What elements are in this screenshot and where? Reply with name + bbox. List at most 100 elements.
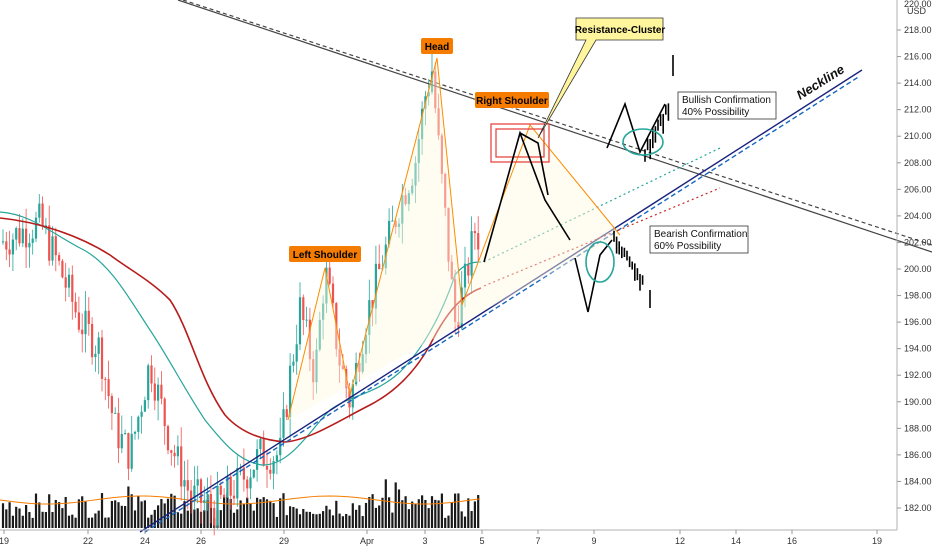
candle-body (242, 467, 245, 480)
volume-bar (127, 486, 130, 528)
volume-bar (381, 497, 384, 528)
candle-body (417, 139, 420, 163)
candle-body (295, 344, 298, 362)
volume-bar (411, 501, 414, 528)
volume-bar (25, 505, 28, 528)
candle-body (404, 195, 407, 205)
volume-bar (358, 505, 361, 528)
x-tick-label: 24 (140, 536, 150, 546)
volume-bar (124, 505, 127, 528)
candle-body (305, 319, 308, 321)
volume-bar (328, 509, 331, 528)
volume-bar (11, 515, 14, 528)
candle-body (374, 263, 377, 309)
volume-bar (371, 494, 374, 528)
bullish-ellipse (622, 128, 664, 156)
volume-bar (77, 499, 80, 528)
candle-body (140, 411, 143, 417)
candle-body (249, 477, 252, 489)
candle-body (1, 241, 5, 243)
candle-body (51, 236, 54, 261)
head-label-text: Head (425, 42, 449, 53)
volume-bar (322, 511, 325, 528)
candle-body (325, 267, 328, 304)
candle-body (104, 378, 107, 380)
left-shoulder-label-bg (289, 246, 361, 262)
y-tick-label: 216.00 (904, 52, 932, 62)
candle-body (315, 349, 318, 383)
volume-bar (242, 504, 245, 528)
volume-bar (265, 499, 269, 528)
volume-bars (0, 479, 481, 528)
candle-body (28, 242, 31, 248)
candle-body (394, 220, 397, 228)
candle-body (450, 261, 453, 280)
candle-body (150, 365, 153, 384)
candle-body (457, 321, 460, 328)
candle-body (232, 495, 236, 499)
candle-body (18, 228, 21, 244)
volume-bar (173, 495, 176, 528)
volume-bar (140, 501, 143, 528)
candle-body (331, 283, 335, 304)
volume-bar (424, 499, 427, 528)
ma-fast (0, 211, 482, 466)
candle-body (279, 437, 282, 456)
candle-body (358, 362, 361, 372)
x-tick-label: Apr (360, 536, 374, 546)
candle-body (97, 337, 100, 354)
volume-bar (292, 506, 295, 528)
projection-zigzag-main (483, 130, 571, 263)
y-tick-label: 212.00 (904, 105, 932, 115)
candle-body (58, 255, 61, 261)
volume-bar (470, 511, 473, 528)
x-tick-label: 29 (279, 536, 289, 546)
y-tick-label: 218.00 (904, 25, 932, 35)
candle-body (216, 485, 219, 526)
candle-body (31, 238, 34, 243)
volume-bar (18, 508, 21, 528)
candle-body (203, 500, 206, 503)
resistance-callout-text: Resistance-Cluster (575, 25, 666, 36)
volume-bar (345, 513, 348, 528)
volume-bar (107, 517, 110, 528)
volume-bar (427, 508, 430, 528)
volume-bar (454, 493, 457, 528)
x-tick-label: 5 (479, 536, 484, 546)
volume-bar (110, 501, 113, 528)
volume-bar (176, 512, 179, 528)
y-tick-label: 202.00 (904, 237, 932, 247)
volume-bar (232, 512, 236, 528)
volume-bar (437, 500, 440, 528)
x-tick-label: 16 (787, 536, 797, 546)
candle-body (8, 249, 11, 255)
candle-body (285, 409, 288, 418)
candle-body (196, 479, 199, 486)
volume-bar (48, 494, 51, 528)
volume-ma (0, 495, 481, 505)
volume-bar (120, 505, 123, 528)
volume-bar (117, 502, 120, 528)
candle-body (74, 301, 77, 313)
y-tick-label: 204.00 (904, 211, 932, 221)
candle-body (371, 300, 374, 309)
volume-bar (388, 497, 391, 528)
volume-bar (74, 517, 77, 528)
candle-body (312, 359, 315, 383)
candle-body (176, 446, 179, 457)
volume-bar (229, 498, 232, 528)
volume-bar (104, 517, 107, 528)
volume-bar (460, 511, 463, 528)
volume-bar (269, 500, 272, 528)
candle-body (463, 263, 467, 288)
volume-bar (401, 500, 404, 528)
candle-body (199, 479, 203, 503)
candle-body (256, 449, 259, 470)
candle-body (246, 479, 249, 489)
volume-bar (414, 503, 417, 528)
candle-body (77, 312, 80, 330)
volume-bar (8, 502, 11, 528)
candle-body (81, 329, 84, 335)
volume-bar (21, 515, 24, 528)
